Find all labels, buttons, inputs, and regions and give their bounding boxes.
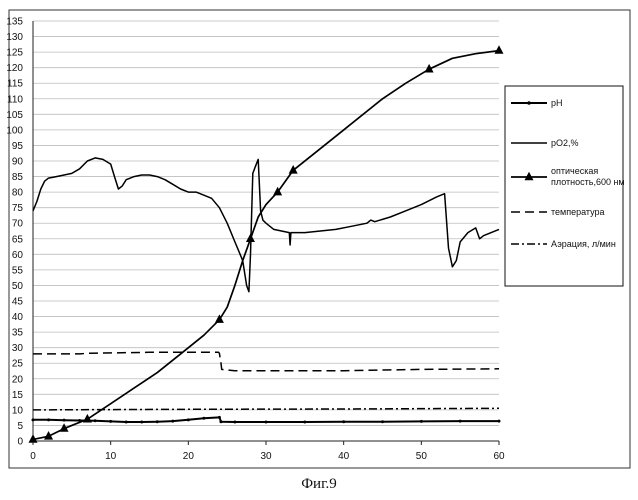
y-tick-label: 55: [12, 265, 24, 276]
data-point: [246, 233, 255, 242]
y-tick-label: 20: [12, 374, 24, 385]
data-point: [140, 421, 143, 424]
data-point: [202, 417, 205, 420]
x-tick-label: 40: [338, 451, 350, 462]
series-2: [29, 45, 504, 442]
y-tick-label: 60: [12, 250, 24, 261]
data-point: [265, 421, 268, 424]
y-tick-label: 30: [12, 343, 24, 354]
data-point: [289, 165, 298, 174]
data-point: [218, 416, 221, 419]
y-tick-label: 120: [6, 63, 23, 74]
y-tick-label: 0: [17, 437, 23, 448]
series-1: [33, 158, 499, 292]
y-tick-label: 50: [12, 281, 24, 292]
y-tick-label: 130: [6, 32, 23, 43]
series-3: [33, 352, 499, 370]
data-point: [498, 420, 501, 423]
legend-label: температура: [551, 207, 605, 217]
x-tick-label: 10: [105, 451, 117, 462]
y-tick-label: 65: [12, 234, 24, 245]
legend-label: pH: [551, 98, 563, 108]
y-tick-label: 75: [12, 203, 24, 214]
data-point: [109, 420, 112, 423]
y-tick-label: 25: [12, 359, 24, 370]
y-tick-label: 5: [17, 421, 23, 432]
data-point: [303, 421, 306, 424]
line-chart: 0 5 10 15 20 25 30 35 40 45 50 55 60 65 70 75 80 85 90 95 10…: [0, 0, 638, 476]
data-point: [125, 421, 128, 424]
x-tick-label: 0: [30, 451, 36, 462]
figure-caption: Фиг.9: [0, 476, 638, 493]
y-tick-label: 95: [12, 141, 24, 152]
x-tick-label: 60: [493, 451, 505, 462]
x-tick-labels: 0 10 20 30 40 50 60: [30, 451, 505, 462]
series-group: [29, 45, 504, 442]
y-tick-label: 115: [7, 79, 23, 90]
y-tick-label: 15: [12, 390, 24, 401]
y-tick-label: 105: [6, 110, 23, 121]
series-line: [33, 51, 499, 440]
x-tick-label: 50: [416, 451, 428, 462]
y-tick-label: 35: [12, 328, 24, 339]
y-tick-label: 100: [6, 125, 23, 136]
legend-label-line: плотность,600 нм: [551, 177, 625, 187]
data-point: [171, 420, 174, 423]
y-tick-label: 110: [7, 94, 23, 105]
y-tick-label: 90: [12, 157, 24, 168]
y-tick-label: 10: [12, 405, 24, 416]
data-point: [63, 419, 66, 422]
data-point: [83, 414, 92, 423]
y-tick-label: 125: [6, 48, 23, 59]
data-point: [342, 420, 345, 423]
data-point: [156, 420, 159, 423]
series-0: [32, 416, 501, 424]
y-tick-label: 80: [12, 188, 24, 199]
data-point: [47, 418, 50, 421]
legend-label-line: оптическая: [551, 166, 598, 176]
y-tick-label: 70: [12, 219, 24, 230]
series-line: [33, 352, 499, 370]
data-point: [187, 418, 190, 421]
y-tick-label: 85: [12, 172, 24, 183]
y-tick-label: 135: [6, 17, 23, 28]
y-tick-label: 45: [12, 297, 24, 308]
data-point: [94, 419, 97, 422]
data-point: [495, 45, 504, 54]
legend-label: pO2,%: [551, 138, 579, 148]
data-point: [219, 420, 222, 423]
legend-marker: [527, 101, 531, 105]
legend-label: Аэрация, л/мин: [551, 239, 616, 249]
series-line: [33, 158, 499, 292]
x-tick-label: 20: [183, 451, 195, 462]
axes: [33, 21, 499, 445]
data-point: [233, 421, 236, 424]
data-point: [459, 420, 462, 423]
x-tick-label: 30: [260, 451, 272, 462]
data-point: [381, 420, 384, 423]
y-tick-label: 40: [12, 312, 24, 323]
data-point: [420, 420, 423, 423]
data-point: [32, 418, 35, 421]
